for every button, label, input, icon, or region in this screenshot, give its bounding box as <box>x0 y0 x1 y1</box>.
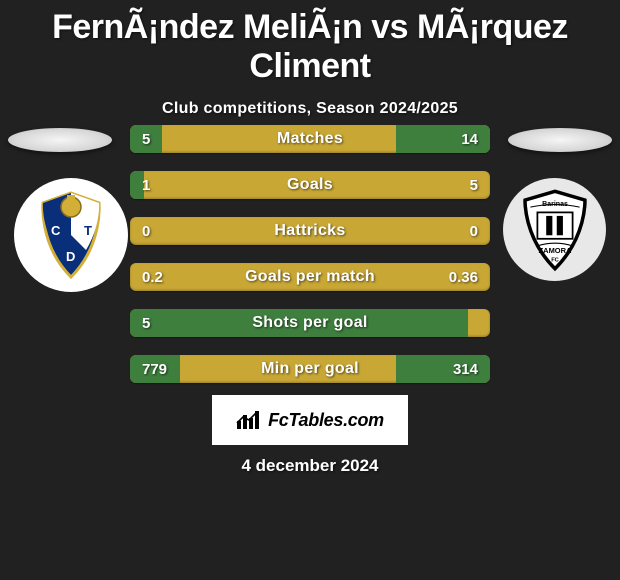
stat-label: Goals <box>130 171 490 199</box>
watermark: FcTables.com <box>212 395 408 445</box>
watermark-text: FcTables.com <box>268 410 384 431</box>
stat-row: 779Min per goal314 <box>130 355 490 383</box>
stat-row: 0Hattricks0 <box>130 217 490 245</box>
comparison-subtitle: Club competitions, Season 2024/2025 <box>0 100 620 118</box>
stat-row: 1Goals5 <box>130 171 490 199</box>
stat-row: 0.2Goals per match0.36 <box>130 263 490 291</box>
comparison-title: FernÃ¡ndez MeliÃ¡n vs MÃ¡rquez Climent <box>0 0 620 86</box>
svg-text:T: T <box>84 223 92 238</box>
svg-text:C: C <box>51 223 61 238</box>
stat-value-right: 5 <box>470 171 478 199</box>
svg-text:ZAMORA: ZAMORA <box>538 245 571 254</box>
shield-icon: C T D <box>21 185 121 285</box>
shield-icon: Barinas ZAMORA FC <box>511 186 599 274</box>
stat-value-right: 0 <box>470 217 478 245</box>
stat-value-left: 0.2 <box>142 263 163 291</box>
crest-left: C T D <box>14 178 128 292</box>
svg-text:D: D <box>66 249 75 264</box>
svg-text:FC: FC <box>551 257 559 263</box>
player-right-oval <box>508 128 612 152</box>
crest-right: Barinas ZAMORA FC <box>503 178 606 281</box>
bar-chart-icon <box>236 409 262 431</box>
stat-row: 5Matches14 <box>130 125 490 153</box>
bar-fill-right <box>396 125 490 153</box>
svg-text:Barinas: Barinas <box>542 201 568 208</box>
bar-fill-right <box>396 355 490 383</box>
stat-bars: 5Matches14 1Goals5 0Hattricks0 0.2Goals per… <box>130 125 490 401</box>
oval-shape <box>8 128 112 152</box>
bar-fill-left <box>130 355 180 383</box>
stat-label: Goals per match <box>130 263 490 291</box>
oval-shape <box>508 128 612 152</box>
stat-label: Hattricks <box>130 217 490 245</box>
bar-fill-left <box>130 171 144 199</box>
date-label: 4 december 2024 <box>0 456 620 476</box>
bar-fill-left <box>130 309 468 337</box>
stat-value-right: 0.36 <box>449 263 478 291</box>
bar-fill-left <box>130 125 162 153</box>
stat-value-left: 0 <box>142 217 150 245</box>
player-left-oval <box>8 128 112 152</box>
stat-row: 5Shots per goal <box>130 309 490 337</box>
